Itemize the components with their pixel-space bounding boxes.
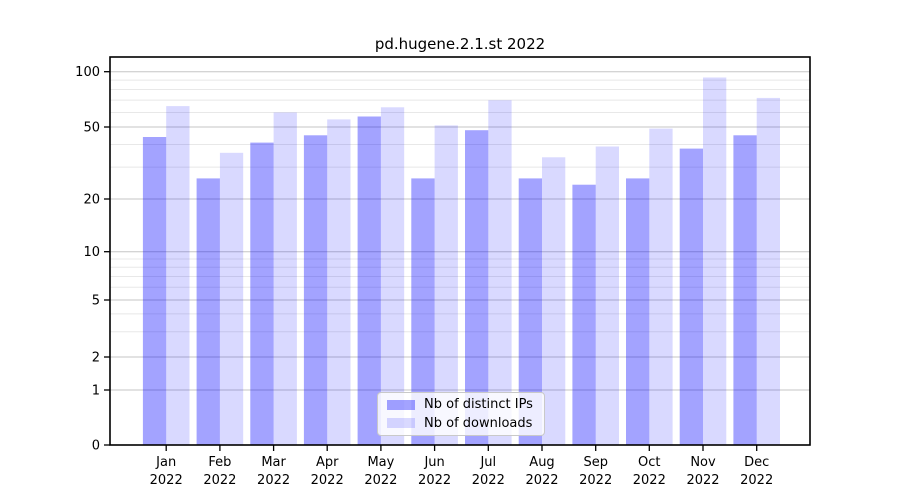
x-tick-label-Nov: Nov — [690, 455, 716, 470]
x-tick-label-year-Mar: 2022 — [257, 473, 290, 488]
x-tick-label-Dec: Dec — [744, 455, 769, 470]
y-tick-label-20: 20 — [83, 193, 100, 208]
x-tick-label-Jan: Jan — [155, 455, 176, 470]
legend-swatch-downloads — [387, 418, 415, 429]
y-tick-label-0: 0 — [92, 439, 100, 454]
bar-downloads-Aug — [542, 157, 566, 446]
bar-downloads-Nov — [703, 77, 727, 445]
bar-ips-May — [357, 116, 381, 445]
bar-ips-Jun — [411, 178, 435, 445]
legend-item-downloads: Nb of downloads — [387, 416, 535, 432]
x-tick-label-year-May: 2022 — [364, 473, 397, 488]
bar-downloads-Jul — [488, 100, 512, 445]
bar-downloads-Dec — [756, 97, 780, 446]
bar-ips-Apr — [303, 135, 328, 446]
x-tick-label-year-Apr: 2022 — [311, 473, 344, 488]
bar-ips-Dec — [733, 135, 757, 446]
bar-ips-Mar — [250, 142, 274, 445]
x-tick-label-Mar: Mar — [261, 455, 286, 470]
x-tick-label-year-Aug: 2022 — [525, 473, 558, 488]
x-tick-label-Oct: Oct — [638, 455, 660, 470]
y-tick-label-10: 10 — [83, 245, 100, 260]
x-tick-label-year-Jul: 2022 — [472, 473, 505, 488]
bar-ips-Oct — [626, 178, 650, 445]
bar-ips-Feb — [196, 178, 220, 445]
bar-downloads-Mar — [273, 112, 297, 445]
x-tick-label-Jul: Jul — [479, 455, 496, 470]
chart-title: pd.hugene.2.1.st 2022 — [374, 35, 546, 53]
legend: Nb of distinct IPs Nb of downloads — [377, 392, 545, 436]
bar-downloads-Oct — [649, 128, 673, 445]
bar-downloads-Jan — [166, 106, 190, 445]
x-tick-label-Feb: Feb — [208, 455, 231, 470]
y-tick-label-5: 5 — [92, 294, 100, 309]
x-tick-label-Aug: Aug — [529, 455, 554, 470]
x-tick-label-year-Jun: 2022 — [418, 473, 451, 488]
bar-ips-Nov — [679, 148, 703, 445]
bar-ips-Jan — [142, 137, 167, 445]
x-tick-label-Jun: Jun — [423, 455, 444, 470]
bar-downloads-Apr — [327, 119, 351, 446]
x-tick-label-Apr: Apr — [316, 455, 339, 470]
legend-label-downloads: Nb of downloads — [424, 415, 533, 431]
y-tick-label-2: 2 — [92, 351, 100, 366]
x-tick-label-May: May — [367, 455, 394, 470]
bar-downloads-May — [380, 107, 405, 446]
x-tick-label-year-Oct: 2022 — [633, 473, 666, 488]
x-tick-label-year-Dec: 2022 — [740, 473, 773, 488]
legend-label-distinct-ips: Nb of distinct IPs — [424, 397, 533, 413]
y-tick-label-50: 50 — [83, 121, 100, 136]
x-tick-label-year-Sep: 2022 — [579, 473, 612, 488]
plot-frame — [109, 56, 811, 446]
bar-downloads-Feb — [219, 152, 244, 446]
x-tick-label-year-Jan: 2022 — [150, 473, 183, 488]
bar-downloads-Sep — [595, 146, 619, 445]
bar-downloads-Jun — [434, 125, 458, 446]
y-tick-label-1: 1 — [92, 384, 100, 399]
x-tick-label-year-Feb: 2022 — [203, 473, 236, 488]
y-tick-label-100: 100 — [75, 65, 100, 80]
legend-item-distinct-ips: Nb of distinct IPs — [387, 397, 535, 413]
x-tick-label-year-Nov: 2022 — [686, 473, 719, 488]
bar-ips-Sep — [572, 184, 596, 445]
bar-ips-Aug — [518, 178, 542, 445]
legend-swatch-distinct-ips — [387, 399, 415, 410]
x-tick-label-Sep: Sep — [583, 455, 608, 470]
bar-ips-Jul — [465, 130, 489, 445]
